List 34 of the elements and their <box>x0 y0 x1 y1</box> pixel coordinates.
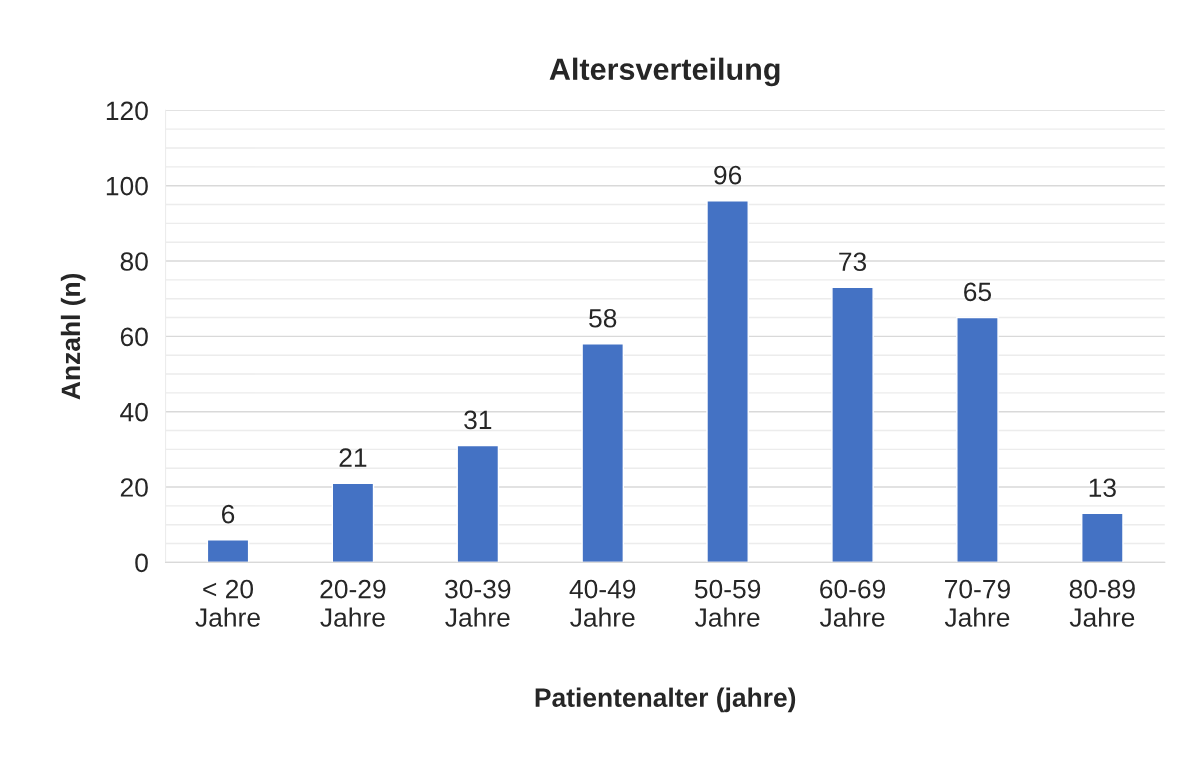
x-tick-label: 70-79 Jahre <box>944 579 1010 627</box>
x-tick-label: 60-69 Jahre <box>819 579 886 627</box>
x-tick-label: 80-89 Jahre <box>1069 579 1135 627</box>
data-label: 65 <box>964 282 992 302</box>
bar <box>456 444 500 563</box>
bar <box>206 539 250 563</box>
chart-title: Altersverteilung <box>549 57 780 87</box>
bar <box>331 482 375 563</box>
y-axis-title: Anzahl (n) <box>60 273 86 400</box>
x-tick-label: 50-59 Jahre <box>694 579 761 627</box>
bar <box>581 343 625 563</box>
y-tick-label: 0 <box>135 553 148 573</box>
x-tick-label: 30-39 Jahre <box>445 579 511 627</box>
y-tick-label: 80 <box>120 252 148 271</box>
bar <box>1081 512 1124 563</box>
x-tick-label: 20-29 Jahre <box>320 579 386 627</box>
y-tick-label: 100 <box>106 176 148 196</box>
y-tick-label: 40 <box>120 402 148 422</box>
data-label: 21 <box>339 448 367 467</box>
x-tick-label: 40-49 Jahre <box>569 579 636 627</box>
y-tick-label: 120 <box>106 101 148 121</box>
y-tick-label: 20 <box>120 478 148 497</box>
data-label: 13 <box>1089 478 1116 498</box>
data-label: 96 <box>714 165 742 185</box>
y-tick-label: 60 <box>120 327 148 347</box>
data-label: 73 <box>839 252 867 272</box>
data-label: 58 <box>589 308 617 328</box>
x-tick-label: < 20 Jahre <box>195 579 260 627</box>
data-label: 6 <box>222 504 235 524</box>
bar <box>831 286 874 563</box>
x-axis-title: Patientenalter (jahre) <box>535 687 796 713</box>
bar <box>706 200 749 563</box>
bar <box>956 316 999 563</box>
data-label: 31 <box>464 410 492 430</box>
